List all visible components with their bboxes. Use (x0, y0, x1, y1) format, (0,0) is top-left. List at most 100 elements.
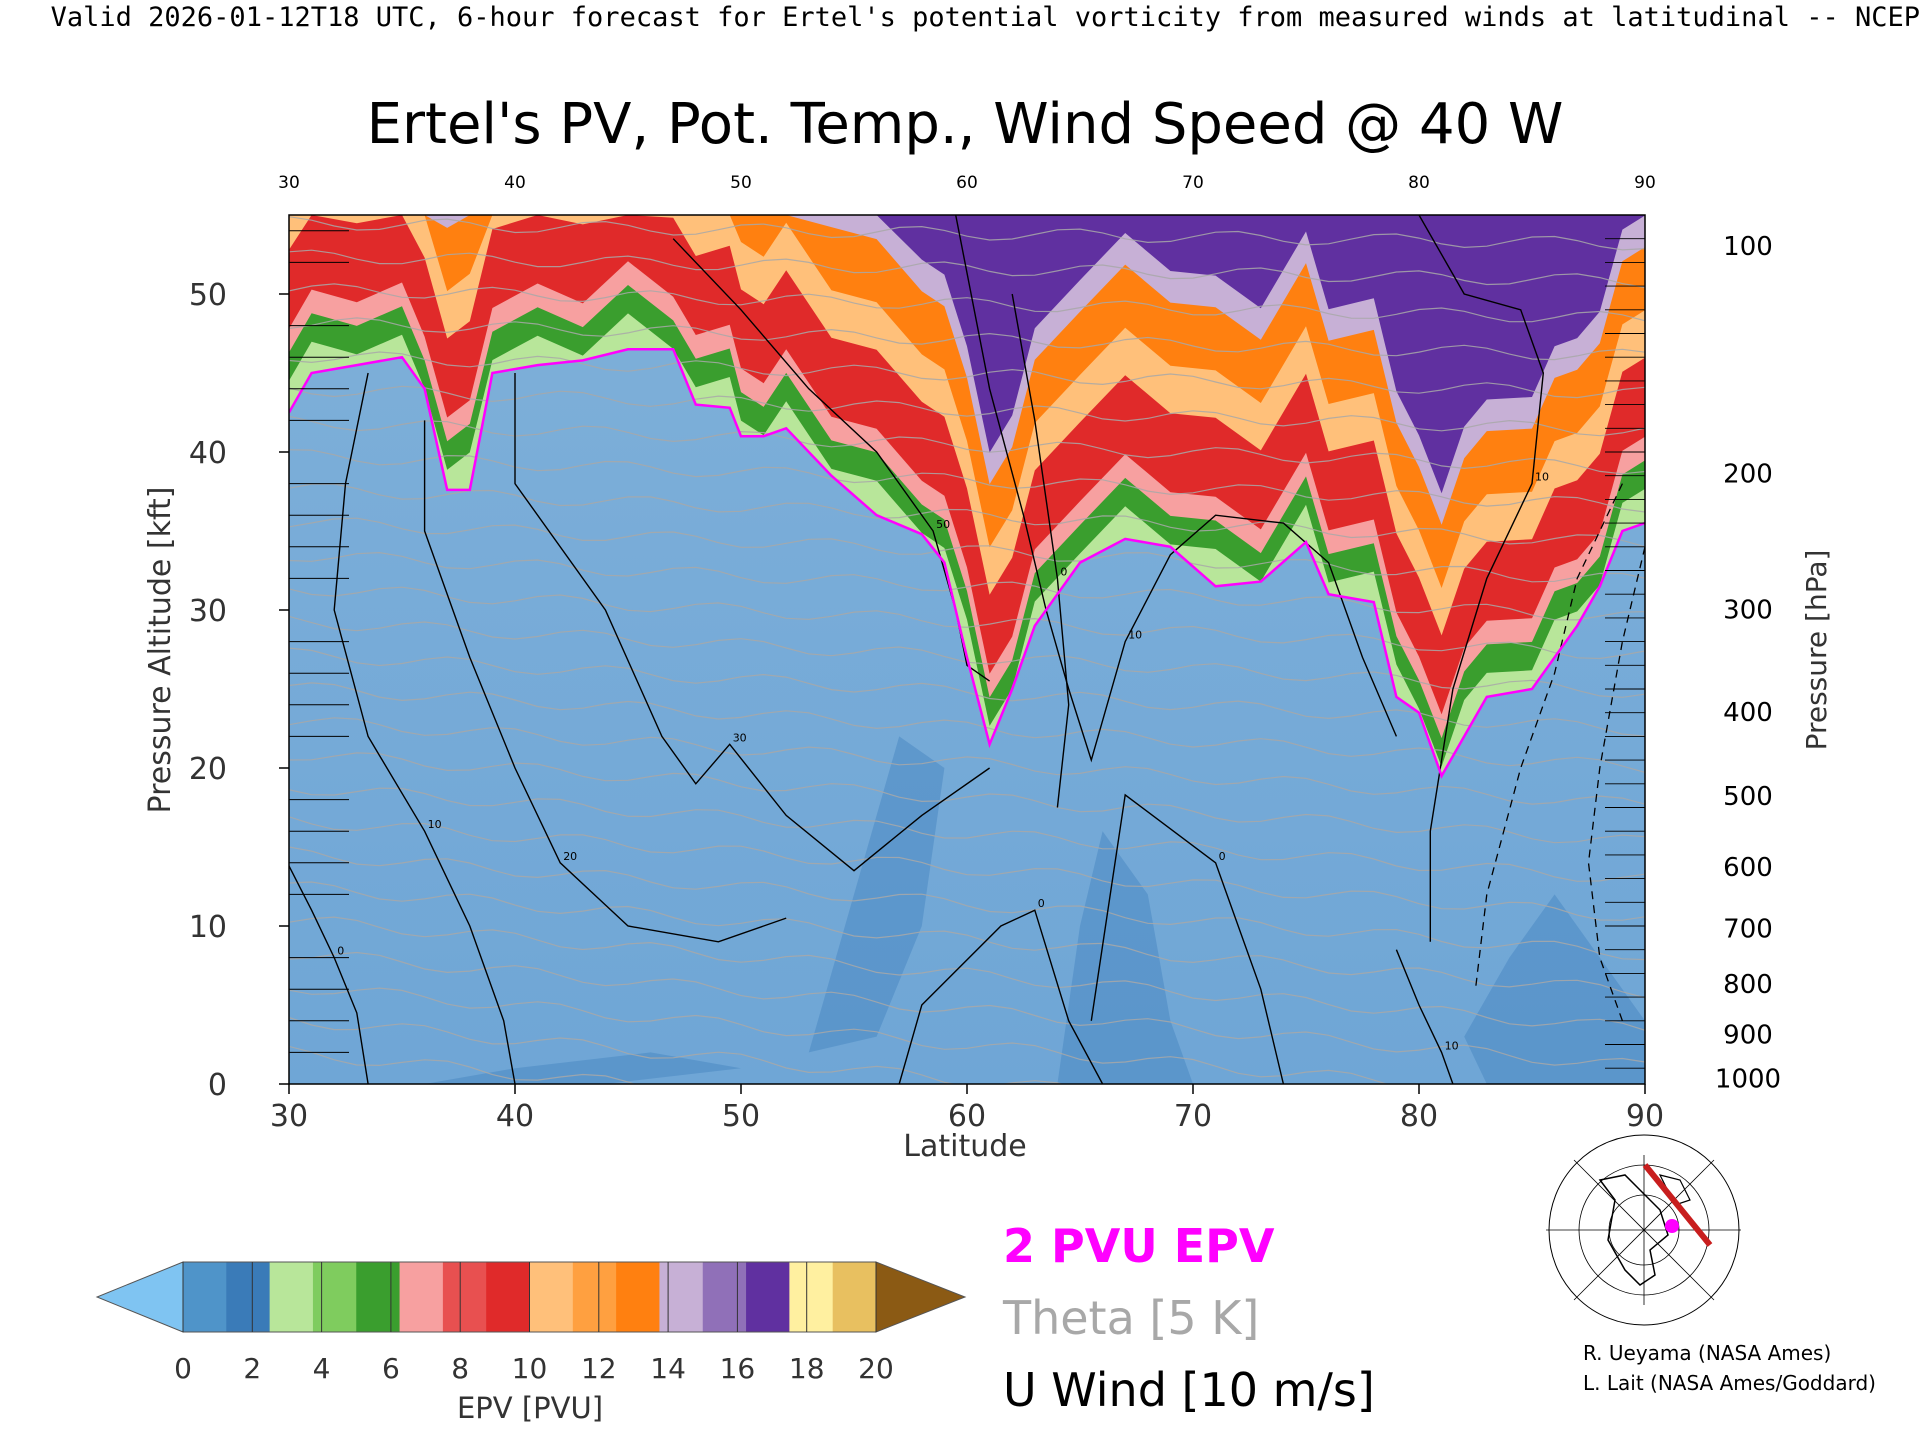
colorbar-cell-15 (832, 1262, 877, 1332)
epv-band-6 (289, 215, 1645, 525)
x-tick-label-0: 30 (270, 1099, 308, 1134)
x-tick-label-4: 70 (1174, 1099, 1212, 1134)
wind-contour-label-4: 50 (936, 518, 950, 531)
theta-line-0 (289, 1045, 637, 1084)
header-caption: Valid 2026-01-12T18 UTC, 6-hour forecast… (50, 2, 1920, 33)
x-top-tick-label-3: 60 (956, 173, 978, 193)
pressure-tick-label-5: 500 (1723, 782, 1773, 812)
colorbar: 0 2 4 6 8 10 12 14 16 18 20 (95, 1261, 967, 1385)
wind-contour-label-3: 30 (733, 731, 747, 744)
x-top-tick-label-1: 40 (504, 173, 526, 193)
wind-contour-10 (1090, 793, 1285, 1084)
colorbar-cell-5 (399, 1262, 444, 1332)
colorbar-tick-label-4: 8 (451, 1352, 469, 1385)
theta-line-7 (289, 816, 1645, 921)
theta-line-17 (289, 483, 1645, 548)
theta-line-21 (289, 351, 1645, 399)
theta-line-4 (289, 916, 1645, 1031)
x-axis-label: Latitude (903, 1129, 1026, 1164)
colorbar-cell-2 (269, 1262, 314, 1332)
colorbar-tick-label-0: 0 (174, 1352, 192, 1385)
chart-title: Ertel's PV, Pot. Temp., Wind Speed @ 40 … (367, 92, 1564, 157)
x-top-tick-label-2: 50 (730, 173, 752, 193)
epv-patch-0 (808, 736, 945, 1053)
wind-contour-1 (333, 372, 516, 1084)
epv-patch-3 (424, 1052, 741, 1084)
wind-contour-label-0: 0 (337, 945, 344, 958)
tropopause-line (289, 348, 1645, 779)
theta-line-3 (289, 951, 1645, 1066)
pressure-tick-label-3: 700 (1723, 915, 1773, 945)
theta-line-9 (289, 752, 1645, 844)
pressure-tick-label-7: 300 (1723, 595, 1773, 625)
colorbar-cell-8 (529, 1262, 574, 1332)
pressure-tick-label-2: 800 (1723, 970, 1773, 1000)
x-tick-label-1: 40 (496, 1099, 534, 1134)
wind-contour-8 (1418, 215, 1545, 942)
x-top-tick-label-5: 80 (1408, 173, 1430, 193)
colorbar-tick-label-7: 14 (650, 1352, 686, 1385)
theta-line-11 (289, 682, 1645, 773)
colorbar-cell-3 (312, 1262, 357, 1332)
pressure-tick-label-0: 1000 (1715, 1065, 1781, 1095)
colorbar-low-arrow (95, 1261, 184, 1333)
wind-contour-label-7: 10 (1445, 1039, 1459, 1052)
y-tick-label-0: 0 (208, 1068, 227, 1103)
wind-contour-dashed-0 (1474, 483, 1623, 990)
colorbar-tick-label-10: 20 (858, 1352, 894, 1385)
wind-contour-5 (955, 215, 1398, 763)
pressure-tick-label-6: 400 (1723, 698, 1773, 728)
x-tick-label-5: 80 (1400, 1099, 1438, 1134)
legend-epv: 2 PVU EPV (1003, 1219, 1275, 1273)
epv-patch-2 (1464, 894, 1645, 1084)
pressure-tick-label-8: 200 (1723, 460, 1773, 490)
colorbar-tick-label-2: 4 (313, 1352, 331, 1385)
theta-line-15 (289, 551, 1645, 621)
colorbar-cell-13 (746, 1262, 790, 1332)
pressure-tick-label-4: 600 (1723, 853, 1773, 883)
wind-contour-dashed-1 (1587, 546, 1645, 1022)
colorbar-label: EPV [PVU] (457, 1391, 603, 1425)
y-axis-label-left: Pressure Altitude [kft] (143, 487, 178, 814)
theta-line-1 (289, 1016, 1064, 1084)
credit-line-2: L. Lait (NASA Ames/Goddard) (1583, 1371, 1876, 1395)
theta-line-23 (289, 283, 1645, 323)
wind-contour-label-9: 0 (1038, 897, 1045, 910)
theta-line-2 (289, 987, 1490, 1084)
colorbar-high-arrow (875, 1261, 967, 1333)
tropopause-2pvu-line (289, 348, 1645, 779)
x-tick-label-6: 90 (1626, 1099, 1664, 1134)
theta-line-10 (289, 717, 1645, 805)
colorbar-cell-11 (659, 1262, 704, 1332)
y-axis-altitude: 0 10 20 30 40 50 (189, 230, 349, 1103)
y-tick-label-5: 50 (189, 278, 227, 313)
x-axis: 30 40 50 60 70 80 90 (270, 1084, 1664, 1134)
pressure-tick-label-9: 100 (1723, 232, 1773, 262)
colorbar-cell-12 (702, 1262, 747, 1332)
legend-wind: U Wind [10 m/s] (1003, 1363, 1375, 1417)
wind-contour-7 (1395, 949, 1454, 1084)
colorbar-cell-1 (226, 1262, 271, 1332)
pressure-tick-label-1: 900 (1723, 1020, 1773, 1050)
wind-contour-4 (672, 238, 991, 682)
theta-line-25 (289, 216, 1645, 251)
colorbar-cell-6 (442, 1262, 487, 1332)
y-tick-label-2: 20 (189, 752, 227, 787)
x-top-tick-label-6: 90 (1634, 173, 1656, 193)
wind-contour-label-1: 10 (428, 818, 442, 831)
theta-contours (289, 216, 1645, 1084)
credit-line-1: R. Ueyama (NASA Ames) (1583, 1341, 1831, 1365)
y-tick-label-4: 40 (189, 436, 227, 471)
theta-line-5 (289, 881, 1645, 999)
x-tick-label-3: 60 (948, 1099, 986, 1134)
x-top-tick-label-0: 30 (278, 173, 300, 193)
y-tick-label-1: 10 (189, 910, 227, 945)
x-axis-top: 30 40 50 60 70 80 90 (278, 173, 1656, 193)
wind-contour-9 (898, 909, 1104, 1084)
wind-contour-label-8: 10 (1535, 471, 1549, 484)
theta-line-14 (289, 586, 1645, 660)
plot-area: 0 10 20 30 50 10 0 10 10 0 0 (288, 214, 1646, 1085)
u-wind-contours: 0 10 20 30 50 10 0 10 10 0 0 (289, 215, 1645, 1084)
legend-theta: Theta [5 K] (1002, 1291, 1259, 1345)
